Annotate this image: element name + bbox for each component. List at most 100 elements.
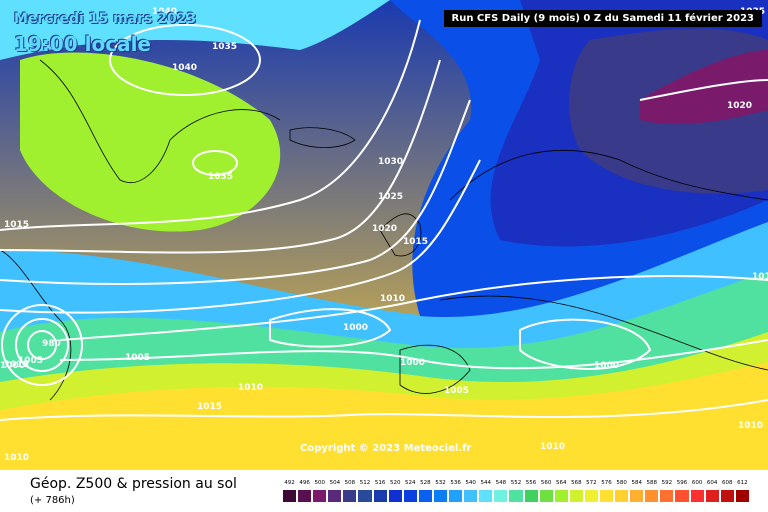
legend-swatch <box>508 489 524 503</box>
isobar-1005 <box>59 339 768 370</box>
isobar-1000-mediterranean <box>519 318 652 370</box>
isobar-label: 1015 <box>197 402 222 412</box>
legend-value: 496 <box>299 480 310 486</box>
legend-swatch <box>448 489 464 503</box>
legend-swatch <box>689 489 705 503</box>
isobar-label: 1020 <box>727 101 752 111</box>
isobar-label: 1010 <box>540 442 565 452</box>
isobar-1040 <box>109 24 261 96</box>
legend-value: 580 <box>616 480 627 486</box>
z500-band-northwest <box>0 0 390 60</box>
legend-swatch <box>719 489 735 503</box>
copyright: Copyright © 2023 Meteociel.fr <box>300 443 472 454</box>
legend-value: 536 <box>450 480 461 486</box>
legend-value: 512 <box>359 480 371 486</box>
legend-swatch <box>704 489 720 503</box>
legend-value: 500 <box>314 480 325 486</box>
legend-value: 572 <box>586 480 597 486</box>
legend-swatch <box>523 489 539 503</box>
legend-value: 544 <box>480 480 492 486</box>
legend-swatch <box>644 489 660 503</box>
isobar-1000-atlantic <box>269 308 392 348</box>
low-980-ring-3 <box>1 304 83 386</box>
isobar-label: 980 <box>42 339 61 349</box>
legend-value: 524 <box>405 480 416 486</box>
legend-value: 576 <box>601 480 612 486</box>
legend-swatch <box>734 489 750 503</box>
isobar-label: 1005 <box>18 356 43 366</box>
legend-value: 532 <box>435 480 446 486</box>
forecast-time: 19:00 locale <box>14 32 151 56</box>
legend-swatch <box>297 489 313 503</box>
isobar-label: 1005 <box>125 353 150 363</box>
legend-value: 528 <box>420 480 431 486</box>
z500-band-greenland <box>20 52 281 232</box>
legend-swatch <box>372 489 388 503</box>
legend-value: 592 <box>661 480 673 486</box>
legend-value: 556 <box>525 480 537 486</box>
z500-band-lime <box>0 330 768 410</box>
isobar-label: 1010 <box>380 294 405 304</box>
legend-swatch <box>402 489 418 503</box>
legend-value: 548 <box>495 480 507 486</box>
isobar-1020 <box>0 99 471 285</box>
legend-value: 552 <box>510 480 522 486</box>
legend-value: 504 <box>329 480 341 486</box>
legend-swatch <box>659 489 675 503</box>
isobar-label: 1040 <box>172 63 197 73</box>
legend-swatch <box>493 489 509 503</box>
legend-value: 604 <box>706 480 718 486</box>
isobar-label: 1015 <box>403 237 428 247</box>
legend-value: 568 <box>571 480 582 486</box>
legend-swatch <box>357 489 373 503</box>
legend-swatch <box>568 489 584 503</box>
europe-south-coast <box>439 295 768 371</box>
legend-swatch <box>614 489 630 503</box>
isobar-label: 1005 <box>444 386 469 396</box>
legend-swatch <box>629 489 645 503</box>
legend-value: 564 <box>555 480 567 486</box>
chart-title: Géop. Z500 & pression au sol <box>30 476 237 492</box>
isobar-label: 1000 <box>343 323 368 333</box>
legend-swatch <box>432 489 449 503</box>
legend-swatch <box>463 489 479 503</box>
chart-subtitle: (+ 786h) <box>30 495 75 506</box>
legend-swatch <box>387 489 403 503</box>
legend-value: 608 <box>722 480 733 486</box>
isobar-1030 <box>0 19 421 231</box>
isobar-1010-south <box>0 399 768 421</box>
isobar-label: 1010 <box>752 272 768 282</box>
greenland-coast <box>39 59 281 183</box>
isobar-label: 1010 <box>4 453 29 463</box>
legend-value: 492 <box>284 480 295 486</box>
low-980-ring-1 <box>27 330 57 360</box>
low-980-ring-2 <box>15 318 69 372</box>
isobar-label: 1040 <box>152 7 177 17</box>
isobar-labels: 1040104010351035103510301025102010201015… <box>0 7 768 463</box>
legend-value: 516 <box>374 480 386 486</box>
legend-swatches <box>282 489 750 503</box>
isobar-1025 <box>0 59 441 254</box>
legend-swatch <box>417 489 433 503</box>
legend-value: 600 <box>691 480 703 486</box>
isobar-label: 1015 <box>4 220 29 230</box>
legend-value: 540 <box>465 480 476 486</box>
legend-swatch <box>282 489 298 503</box>
isobar-label: 1035 <box>208 172 233 182</box>
iberia-coast <box>399 344 471 394</box>
forecast-date: Mercredi 15 mars 2023 <box>14 11 197 27</box>
isobars <box>0 19 768 421</box>
legend-swatch <box>553 489 569 503</box>
isobar-label: 1025 <box>378 192 403 202</box>
isobar-label: 1010 <box>238 383 263 393</box>
legend-value: 560 <box>540 480 552 486</box>
isobar-label: 1010 <box>738 421 763 431</box>
isobar-label: 1035 <box>212 42 237 52</box>
isobar-label: 1015 <box>4 360 29 370</box>
z500-band-cyan <box>0 220 768 349</box>
legend-swatch <box>598 489 615 503</box>
isobar-1035-centre <box>192 150 238 176</box>
legend-swatch <box>583 489 599 503</box>
legend-swatch <box>538 489 554 503</box>
